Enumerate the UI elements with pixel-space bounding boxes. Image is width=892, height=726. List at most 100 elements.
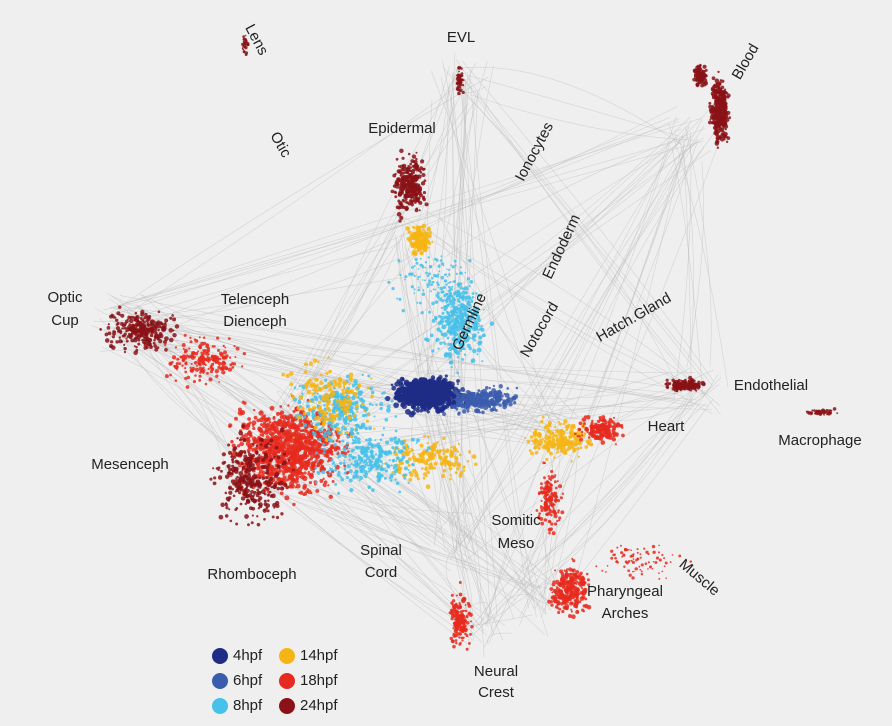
cell: [266, 490, 270, 494]
cell: [704, 81, 708, 86]
cell: [532, 432, 538, 438]
cell: [513, 401, 517, 405]
edge: [457, 67, 529, 609]
edge: [454, 125, 705, 526]
cell: [271, 444, 276, 449]
cell: [708, 107, 714, 113]
cell: [405, 408, 411, 415]
cell: [436, 408, 442, 414]
cell: [452, 632, 455, 636]
cell: [549, 503, 552, 506]
cell: [297, 436, 302, 441]
cell: [285, 436, 290, 441]
cell: [407, 230, 412, 235]
cell: [322, 477, 325, 480]
cell: [241, 469, 244, 472]
cell: [461, 599, 466, 604]
cell: [598, 416, 602, 420]
cell: [217, 468, 220, 472]
cell: [294, 485, 298, 489]
cell: [489, 321, 495, 326]
cell: [342, 404, 346, 408]
cell: [335, 422, 340, 427]
cell: [331, 445, 335, 450]
edge: [519, 394, 691, 573]
cell: [431, 349, 435, 353]
edge: [533, 430, 557, 611]
cell: [262, 414, 266, 418]
cell: [241, 400, 245, 404]
edge: [127, 306, 709, 407]
cell: [224, 474, 230, 479]
cell: [252, 494, 255, 497]
cell: [245, 461, 249, 465]
cell: [269, 455, 273, 459]
cell: [303, 460, 306, 463]
cell: [255, 465, 261, 471]
cell: [285, 485, 290, 490]
cell: [293, 451, 298, 455]
cell: [348, 376, 354, 382]
cell: [238, 452, 242, 456]
cell: [241, 478, 246, 483]
cell: [559, 496, 563, 500]
cell: [290, 471, 295, 475]
cell-graph: [91, 34, 839, 658]
cell: [547, 519, 552, 524]
cell: [440, 315, 445, 321]
cell: [409, 191, 414, 196]
cell: [219, 353, 223, 357]
cell: [555, 429, 560, 434]
cell: [316, 392, 319, 396]
cell: [461, 621, 465, 626]
cell: [178, 362, 182, 365]
cell: [299, 490, 304, 495]
cell: [238, 478, 242, 483]
cell: [309, 472, 314, 477]
cell: [569, 426, 575, 431]
cell: [149, 345, 153, 350]
cell: [607, 420, 611, 424]
cell: [571, 576, 575, 580]
cell: [257, 460, 260, 463]
cell: [593, 436, 597, 440]
cell: [379, 402, 384, 407]
cell: [335, 414, 338, 417]
cell: [146, 315, 150, 320]
cell: [228, 423, 233, 428]
cell: [295, 462, 298, 465]
cell: [115, 318, 119, 322]
cell: [282, 460, 287, 465]
cell: [572, 595, 575, 599]
cell: [581, 430, 584, 434]
cell: [543, 506, 547, 510]
cell: [556, 606, 559, 609]
cell: [439, 286, 444, 291]
cell: [291, 468, 295, 472]
cell: [428, 246, 431, 249]
cell: [480, 324, 483, 328]
cell: [431, 241, 434, 244]
edge: [428, 228, 696, 389]
cell: [231, 464, 235, 468]
cell: [207, 367, 210, 371]
cell: [563, 419, 568, 424]
cell: [233, 467, 239, 472]
cell: [341, 439, 345, 443]
edge: [682, 134, 692, 405]
edge: [461, 75, 498, 616]
cell: [334, 404, 339, 408]
edge: [455, 68, 714, 387]
cell: [409, 187, 414, 192]
cell: [553, 480, 557, 484]
cell: [412, 236, 417, 241]
cell: [610, 419, 614, 424]
cell: [222, 344, 225, 348]
cell: [468, 612, 473, 617]
cell: [136, 323, 139, 327]
cell: [137, 322, 143, 328]
cell: [303, 448, 306, 452]
cell: [244, 502, 248, 505]
cell: [560, 593, 565, 599]
cell: [570, 610, 573, 613]
